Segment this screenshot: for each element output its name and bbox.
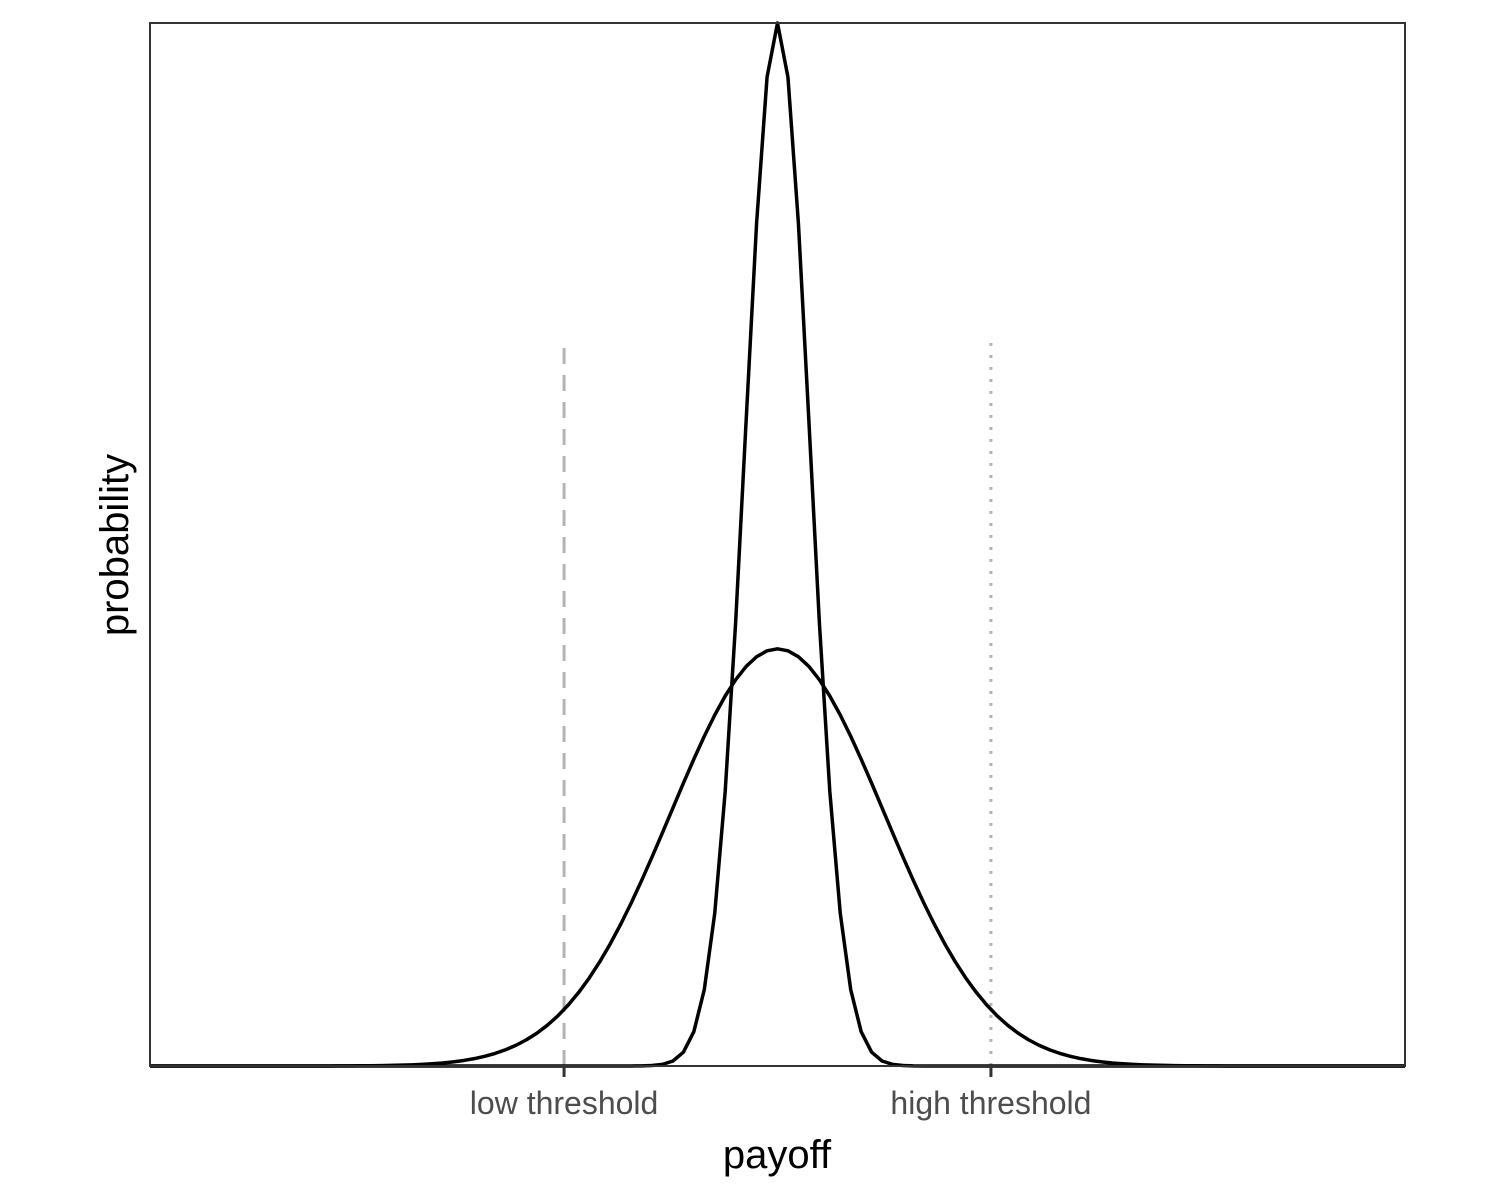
- y-axis-title: probability: [93, 454, 137, 636]
- plot-background: [150, 23, 1405, 1066]
- x-axis-ticks: low threshold high threshold: [470, 1066, 1091, 1121]
- x-tick-label-2: high threshold: [890, 1085, 1091, 1121]
- panel-border: [149, 22, 1406, 1067]
- x-tick-label-1: low threshold: [470, 1085, 659, 1121]
- x-axis-title: payoff: [723, 1133, 832, 1177]
- reference-lines: [562, 335, 993, 1066]
